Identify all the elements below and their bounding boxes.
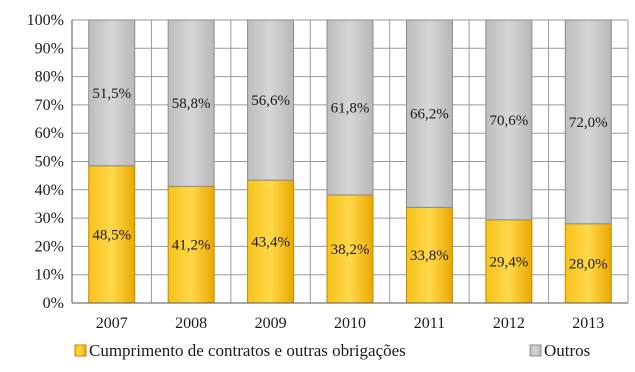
- x-tick-label: 2012: [493, 315, 525, 332]
- y-tick-label: 40%: [35, 182, 64, 199]
- y-tick-label: 70%: [35, 97, 64, 114]
- bar-segment: [247, 179, 295, 304]
- bar-segment: [247, 19, 295, 181]
- x-tick-label: 2007: [96, 315, 128, 332]
- data-labels: 48,5% 51,5% 41,2% 58,8% 43,4% 56,6% 38,2% 61,8%…: [92, 86, 607, 273]
- data-label: 72,0%: [569, 115, 608, 131]
- legend-label: Outros: [544, 341, 590, 360]
- bar-segment: [405, 206, 453, 304]
- bar-segment: [564, 19, 612, 225]
- bar-segment: [485, 219, 533, 304]
- data-label: 29,4%: [489, 254, 528, 270]
- y-tick-label: 30%: [35, 210, 64, 227]
- x-tick-label: 2010: [334, 315, 366, 332]
- data-label: 41,2%: [172, 238, 211, 254]
- x-tick-label: 2008: [175, 315, 207, 332]
- bar-segment: [405, 19, 453, 208]
- bar-segment: [88, 19, 136, 167]
- data-label: 66,2%: [410, 107, 449, 123]
- data-label: 70,6%: [489, 113, 528, 129]
- data-label: 48,5%: [92, 227, 131, 243]
- bar-segment: [326, 19, 374, 196]
- axes: 0% 10% 20% 30% 40% 50% 60% 70% 80% 90% 100% 2007 200…: [27, 12, 628, 332]
- data-label: 56,6%: [251, 93, 290, 109]
- x-tick-label: 2009: [255, 315, 287, 332]
- data-label: 33,8%: [410, 248, 449, 264]
- y-tick-label: 60%: [35, 125, 64, 142]
- data-label: 38,2%: [331, 242, 370, 258]
- y-tick-label: 10%: [35, 267, 64, 284]
- legend-label: Cumprimento de contratos e outras obriga…: [89, 341, 406, 360]
- legend: Cumprimento de contratos e outras obriga…: [74, 341, 590, 360]
- bar-segment: [564, 223, 612, 304]
- y-tick-label: 100%: [27, 12, 64, 29]
- y-tick-label: 0%: [43, 295, 64, 312]
- legend-swatch: [529, 344, 542, 357]
- bars: [88, 19, 612, 304]
- y-tick-label: 20%: [35, 238, 64, 255]
- y-tick-label: 80%: [35, 69, 64, 86]
- bar-segment: [326, 194, 374, 304]
- bar-segment: [167, 19, 215, 187]
- legend-swatch: [74, 344, 87, 357]
- x-tick-label: 2011: [414, 315, 445, 332]
- data-label: 51,5%: [92, 86, 131, 102]
- data-label: 61,8%: [331, 100, 370, 116]
- y-tick-label: 50%: [35, 154, 64, 171]
- data-label: 28,0%: [569, 256, 608, 272]
- data-label: 58,8%: [172, 96, 211, 112]
- x-tick-label: 2013: [572, 315, 604, 332]
- y-tick-label: 90%: [35, 40, 64, 57]
- bar-segment: [485, 19, 533, 221]
- data-label: 43,4%: [251, 235, 290, 251]
